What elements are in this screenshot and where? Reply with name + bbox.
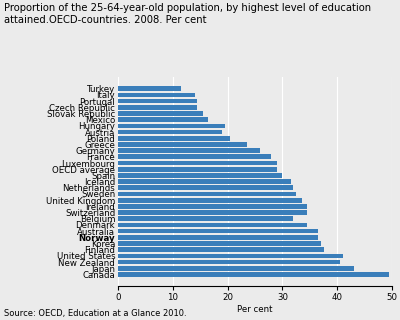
Bar <box>118 260 340 264</box>
Bar <box>118 198 302 203</box>
Bar <box>118 192 296 196</box>
Bar <box>118 92 195 97</box>
Bar <box>118 142 247 147</box>
Bar <box>118 136 230 140</box>
Bar <box>118 247 324 252</box>
Bar <box>118 229 318 234</box>
Bar <box>118 235 318 240</box>
Bar <box>118 111 203 116</box>
Bar <box>118 223 307 227</box>
Bar <box>118 179 291 184</box>
Bar <box>118 105 198 109</box>
Bar <box>118 161 277 165</box>
Bar <box>118 216 293 221</box>
Bar <box>118 86 181 91</box>
Bar <box>118 167 277 172</box>
Bar <box>118 241 321 246</box>
Bar <box>118 254 343 258</box>
Bar <box>118 155 272 159</box>
Bar <box>118 130 222 134</box>
Bar <box>118 117 208 122</box>
X-axis label: Per cent: Per cent <box>237 305 273 314</box>
Bar <box>118 124 225 128</box>
Bar <box>118 186 293 190</box>
Bar <box>118 210 307 215</box>
Text: Source: OECD, Education at a Glance 2010.: Source: OECD, Education at a Glance 2010… <box>4 309 187 318</box>
Bar <box>118 204 307 209</box>
Bar <box>118 272 389 277</box>
Bar <box>118 148 260 153</box>
Bar <box>118 266 354 271</box>
Bar <box>118 173 282 178</box>
Text: Proportion of the 25-64-year-old population, by highest level of education
attai: Proportion of the 25-64-year-old populat… <box>4 3 371 25</box>
Bar <box>118 99 198 103</box>
